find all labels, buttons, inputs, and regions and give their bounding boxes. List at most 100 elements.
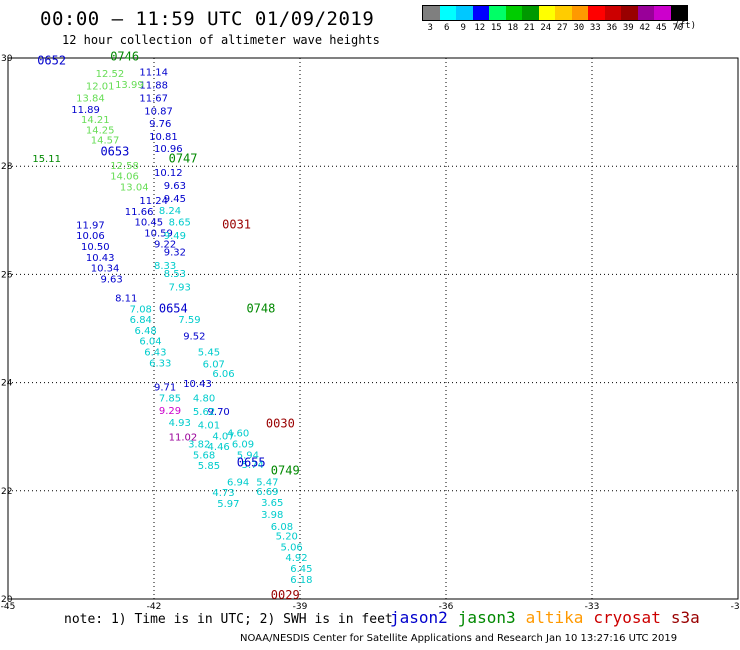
wave-height-label: 11.67	[139, 93, 168, 104]
wave-height-label: 10.43	[183, 379, 212, 390]
wave-height-label: 6.07	[203, 359, 225, 370]
wave-height-label: 5.74	[242, 460, 264, 471]
legend-cryosat: cryosat	[593, 608, 661, 627]
wave-height-label: 9.63	[100, 275, 122, 286]
wave-height-label: 11.88	[139, 80, 168, 91]
wave-height-label: 6.06	[212, 369, 234, 380]
wave-height-label: 5.45	[198, 348, 220, 359]
wave-height-label: 11.89	[71, 105, 100, 116]
color-scale-label: 24	[540, 23, 552, 33]
wave-height-label: 7.08	[130, 304, 152, 315]
color-scale-label: 18	[507, 23, 519, 33]
wave-height-label: 13.99	[115, 80, 144, 91]
color-scale-box	[522, 6, 539, 20]
chart-title: 00:00 – 11:59 UTC 01/09/2019	[40, 8, 375, 30]
wave-height-label: 11.24	[139, 196, 168, 207]
wave-height-label: 10.50	[81, 242, 110, 253]
wave-height-label: 6.09	[232, 440, 254, 451]
wave-height-label: 9.45	[164, 194, 186, 205]
wave-height-label: 8.11	[115, 293, 137, 304]
wave-height-label: 6.08	[271, 522, 293, 533]
pass-time-label: 0030	[266, 417, 295, 431]
color-scale-label: 15	[490, 23, 502, 33]
footnote: note: 1) Time is in UTC; 2) SWH is in fe…	[64, 612, 393, 627]
wave-height-label: 9.71	[154, 383, 176, 394]
wave-height-label: 4.92	[285, 553, 307, 564]
color-scale-labels: 3 6 9 12 15 18 21 24 27 30 33 36 39 42 45 70	[422, 23, 688, 33]
pass-time-label: 0029	[271, 588, 300, 602]
lat-tick-label: 28	[1, 162, 13, 172]
wave-height-label: 6.48	[135, 326, 157, 337]
color-scale-label: 12	[474, 23, 486, 33]
wave-height-label: 7.85	[159, 394, 181, 405]
color-scale-box	[489, 6, 506, 20]
pass-time-label: 0746	[110, 50, 139, 64]
wave-height-label: 10.81	[149, 132, 178, 143]
wave-height-label: 4.93	[169, 418, 191, 429]
lon-tick-label: -33	[585, 602, 600, 612]
wave-height-label: 10.59	[144, 229, 173, 240]
wave-height-label: 5.62	[193, 407, 215, 418]
wave-height-label: 11.02	[169, 432, 198, 443]
wave-height-label: 5.47	[256, 477, 278, 488]
wave-height-label: 6.94	[227, 477, 249, 488]
wave-height-label: 6.69	[256, 487, 278, 498]
chart-subtitle: 12 hour collection of altimeter wave hei…	[62, 33, 380, 47]
color-scale-box	[423, 6, 440, 20]
wave-height-label: 7.93	[169, 283, 191, 294]
wave-height-label: 9.52	[183, 331, 205, 342]
color-scale-box	[637, 6, 654, 20]
wave-height-label: 9.49	[164, 231, 186, 242]
color-scale-label: 9	[460, 23, 466, 33]
color-scale-box	[505, 6, 522, 20]
wave-height-label: 6.84	[130, 315, 152, 326]
wave-height-label: 10.06	[76, 231, 105, 242]
wave-height-label: 3.82	[188, 440, 210, 451]
wave-height-label: 8.53	[164, 269, 186, 280]
wave-height-label: 6.33	[149, 358, 171, 369]
wave-height-label: 10.12	[154, 168, 183, 179]
color-scale-box	[604, 6, 621, 20]
color-scale-label: 3	[427, 23, 433, 33]
wave-height-label: 5.68	[193, 450, 215, 461]
legend-jason2: jason2	[390, 608, 448, 627]
color-scale-label: 70	[672, 23, 684, 33]
wave-height-label: 10.96	[154, 144, 183, 155]
pass-time-label: 0748	[246, 301, 275, 315]
wave-height-label: 9.22	[154, 239, 176, 250]
wave-height-label: 6.45	[290, 564, 312, 575]
lon-tick-label: -36	[439, 602, 454, 612]
wave-height-label: 3.98	[261, 510, 283, 521]
wave-height-label: 4.80	[193, 394, 215, 405]
map-frame	[7, 57, 739, 600]
color-scale-box	[439, 6, 456, 20]
pass-time-label: 0655	[237, 455, 266, 469]
wave-height-label: 4.01	[198, 421, 220, 432]
lat-tick-label: 24	[1, 379, 13, 389]
color-scale-label: 39	[622, 23, 634, 33]
wave-height-label: 4.73	[212, 488, 234, 499]
wave-height-label: 9.29	[159, 406, 181, 417]
color-scale: 3 6 9 12 15 18 21 24 27 30 33 36 39 42 45 70 (ft)	[422, 5, 696, 33]
lat-tick-label: 26	[1, 270, 13, 280]
wave-height-label: 6.18	[290, 575, 312, 586]
wave-height-label: 9.63	[164, 181, 186, 192]
color-scale-box	[456, 6, 473, 20]
lat-tick-label: 20	[1, 595, 13, 605]
wave-height-label: 12.58	[110, 161, 139, 172]
legend-jason3: jason3	[457, 608, 516, 627]
color-scale-box	[588, 6, 605, 20]
wave-height-label: 14.06	[110, 172, 139, 183]
wave-height-label: 14.21	[81, 115, 110, 126]
wave-height-label: 9.32	[164, 247, 186, 258]
color-scale-box	[654, 6, 671, 20]
wave-height-label: 10.34	[91, 264, 120, 275]
wave-height-label: 15.11	[32, 154, 61, 165]
lon-tick-label: -39	[293, 602, 308, 612]
wave-height-label: 4.60	[227, 429, 249, 440]
color-scale-box	[555, 6, 572, 20]
wave-height-label: 8.33	[154, 261, 176, 272]
legend-altika: altika	[525, 608, 584, 627]
color-scale-label: 33	[589, 23, 601, 33]
